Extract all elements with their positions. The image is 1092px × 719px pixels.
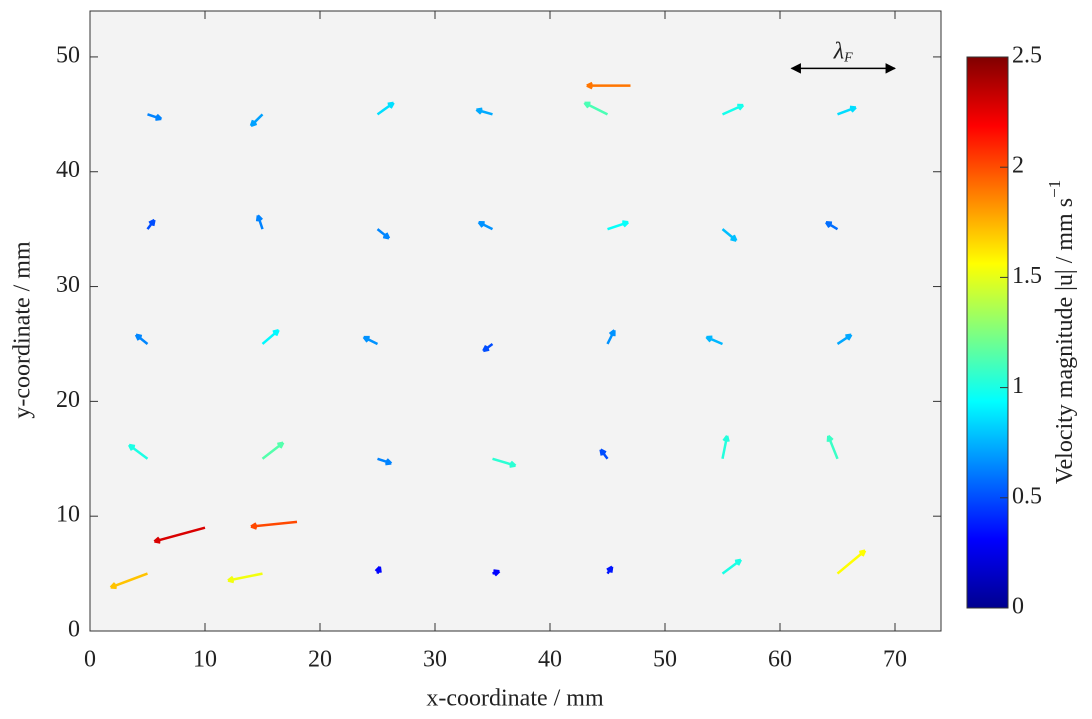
velocity-vector	[376, 228, 391, 240]
colorbar-label: Velocity magnitude |u| / mm s−1	[1045, 180, 1078, 484]
velocity-vector	[836, 549, 867, 575]
velocity-vector	[826, 434, 839, 460]
colorbar-tick-label: 1.5	[1012, 263, 1042, 289]
x-tick-label: 30	[423, 647, 447, 673]
velocity-vector	[109, 572, 148, 590]
x-tick-label: 50	[653, 647, 677, 673]
x-axis-label: x-coordinate / mm	[426, 686, 604, 712]
velocity-vector	[261, 328, 280, 345]
velocity-vector	[255, 214, 264, 230]
y-tick-label: 0	[68, 617, 80, 643]
colorbar-tick-label: 1	[1012, 373, 1024, 399]
velocity-vector	[146, 218, 156, 230]
velocity-vector	[482, 342, 494, 353]
velocity-vector	[127, 443, 149, 460]
y-tick-label: 10	[56, 502, 80, 528]
velocity-vector	[583, 101, 609, 116]
annotation-subscript: F	[843, 51, 853, 66]
y-tick-label: 40	[56, 157, 80, 183]
velocity-vector	[250, 520, 298, 530]
velocity-vector	[362, 335, 379, 346]
x-tick-label: 60	[768, 647, 792, 673]
velocity-vector	[721, 558, 743, 575]
velocity-vector	[721, 103, 745, 116]
velocity-vector	[376, 101, 395, 116]
velocity-vector	[134, 333, 149, 345]
annotation-text: λ	[833, 38, 844, 64]
velocity-vector	[705, 335, 723, 346]
plot-frame	[89, 10, 942, 632]
velocity-vector	[261, 441, 285, 460]
velocity-vector	[586, 81, 631, 90]
x-tick-label: 0	[84, 647, 96, 673]
colorbar-tick-label: 2.5	[1012, 43, 1042, 69]
velocity-vector	[824, 221, 839, 231]
x-tick-label: 20	[308, 647, 332, 673]
x-tick-label: 70	[883, 647, 907, 673]
velocity-vector	[836, 333, 853, 346]
y-tick-label: 50	[56, 42, 80, 68]
annotation: λF	[833, 38, 853, 66]
velocity-vector	[374, 565, 382, 574]
velocity-vector	[492, 457, 517, 468]
colorbar-tick-label: 0	[1012, 594, 1024, 620]
velocity-vector	[227, 572, 263, 584]
velocity-vector	[721, 435, 730, 460]
y-tick-label: 20	[56, 387, 80, 413]
x-tick-label: 10	[193, 647, 217, 673]
x-tick-label: 40	[538, 647, 562, 673]
plot-background	[90, 11, 941, 631]
velocity-vector	[606, 565, 614, 575]
velocity-vector	[475, 107, 493, 116]
velocity-vector	[607, 220, 630, 231]
velocity-vector	[377, 457, 393, 466]
velocity-vector	[721, 228, 738, 242]
colorbar	[966, 56, 1009, 609]
colorbar-label-text: Velocity magnitude |u| / mm s	[1052, 198, 1078, 484]
velocity-vector	[153, 526, 206, 544]
y-axis-label: y-coordinate / mm	[10, 241, 36, 419]
velocity-vector	[147, 113, 163, 121]
velocity-vector	[837, 105, 857, 116]
velocity-vector	[492, 569, 501, 577]
velocity-vector	[606, 329, 616, 345]
y-tick-label: 30	[56, 272, 80, 298]
colorbar-tick-label: 0.5	[1012, 483, 1042, 509]
velocity-vector	[599, 448, 609, 460]
colorbar-tick-label: 2	[1012, 153, 1024, 179]
velocity-vector	[477, 221, 494, 231]
colorbar-label-exponent: −1	[1045, 180, 1064, 198]
velocity-vector	[249, 113, 264, 127]
